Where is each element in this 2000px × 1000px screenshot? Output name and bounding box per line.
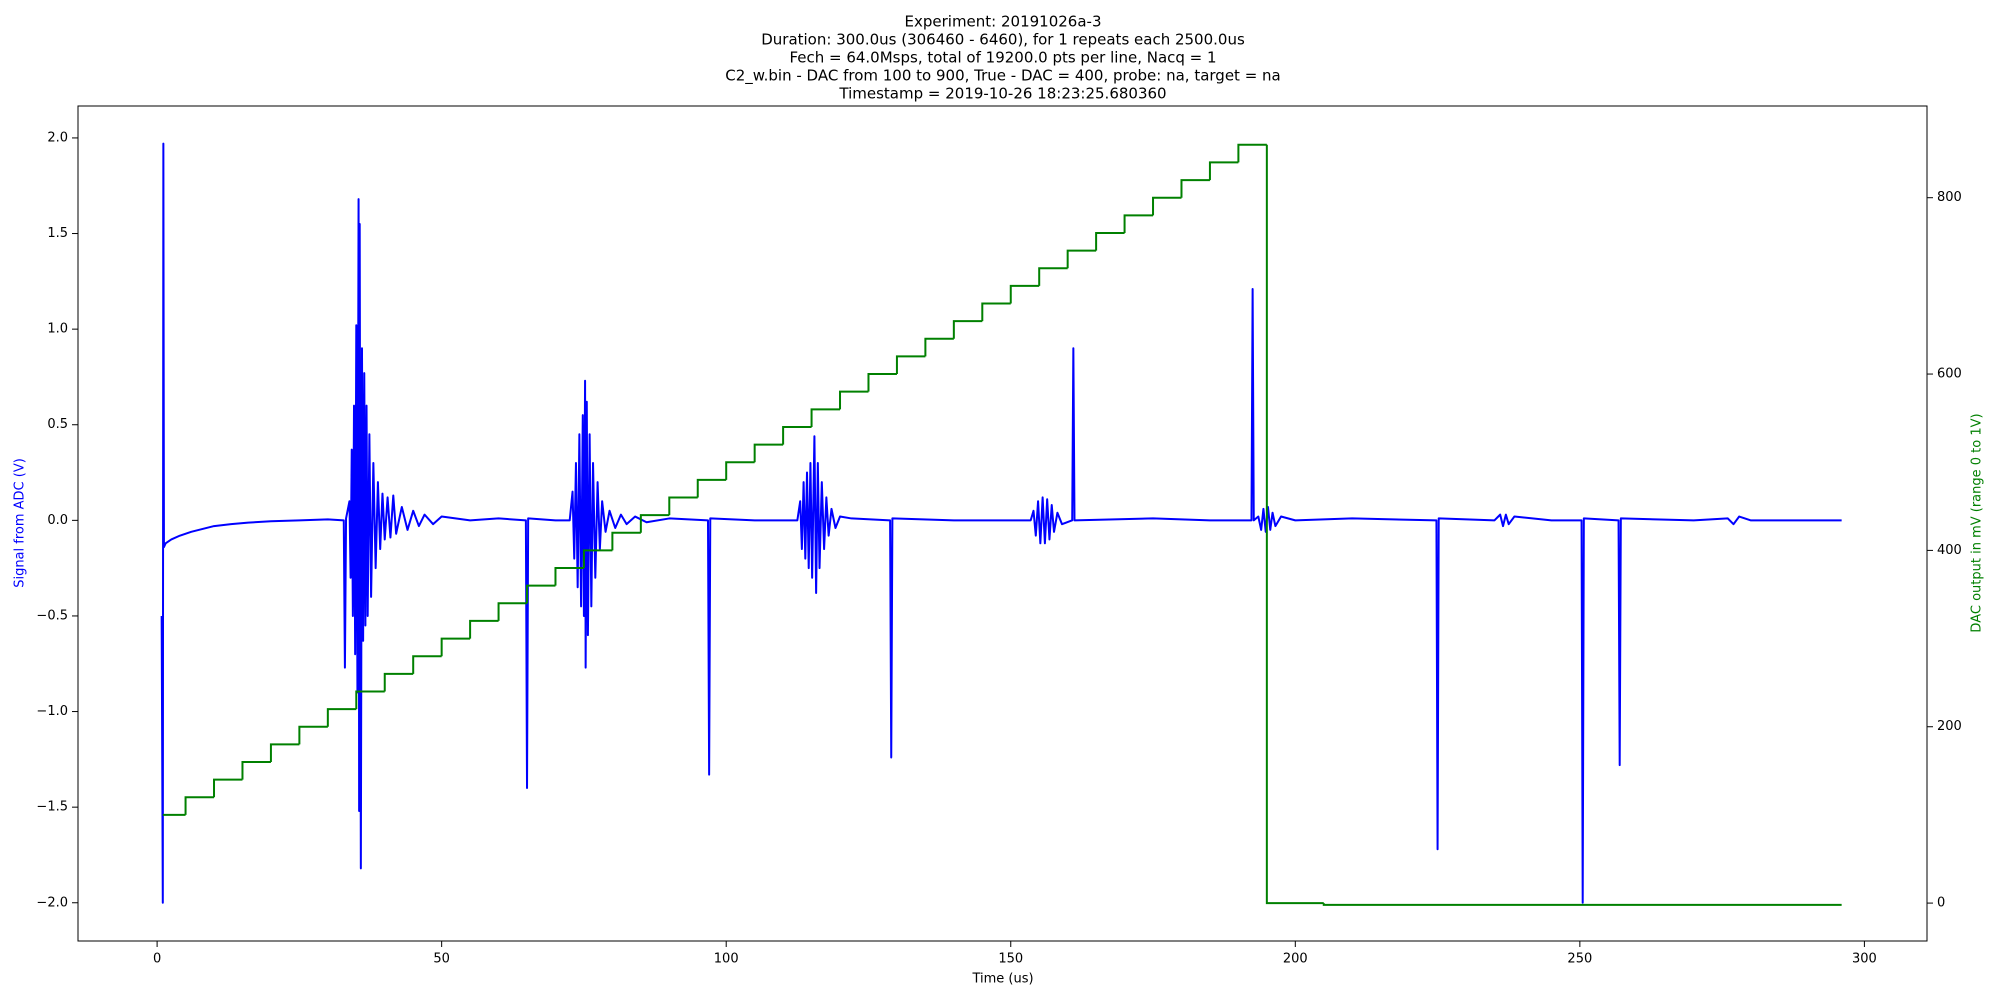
dac-step [867, 373, 897, 392]
y-tick-label: −2.0 [36, 895, 68, 910]
dac-step [753, 443, 784, 463]
y-tick-label: −1.0 [36, 704, 68, 719]
dac-step [611, 531, 641, 551]
y2-axis-label: DAC output in mV (range 0 to 1V) [1970, 413, 1985, 632]
x-tick-label: 300 [1852, 952, 1877, 967]
y-tick-label: 0.0 [47, 513, 68, 528]
y-tick-label: −0.5 [36, 608, 68, 623]
y2-tick-label: 800 [1937, 190, 1962, 205]
x-axis-label: Time (us) [971, 972, 1033, 987]
dac-step [412, 655, 442, 674]
x-tick-label: 250 [1567, 952, 1592, 967]
dac-step [668, 496, 698, 516]
dac-step [725, 461, 755, 480]
y-tick-label: 1.5 [47, 226, 68, 241]
title-line: Timestamp = 2019-10-26 18:23:25.680360 [838, 85, 1166, 103]
y2-tick-label: 200 [1937, 719, 1962, 734]
y-axis-label: Signal from ADC (V) [13, 458, 28, 588]
x-tick-label: 50 [433, 952, 450, 967]
title-line: Experiment: 20191026a-3 [905, 13, 1102, 31]
title-line: Fech = 64.0Msps, total of 19200.0 pts pe… [789, 49, 1216, 67]
title-line: Duration: 300.0us (306460 - 6460), for 1… [761, 31, 1245, 49]
plot-area [160, 142, 1842, 906]
dac-step [269, 743, 300, 763]
dac-step [582, 549, 613, 569]
dac-step [440, 637, 471, 657]
x-tick-label: 100 [714, 952, 739, 967]
dac-step [1322, 903, 1842, 906]
dac-step [1038, 267, 1068, 286]
dac-step [526, 584, 556, 604]
dac-step [1152, 196, 1182, 216]
dac-step [326, 708, 357, 727]
dac-step [981, 302, 1011, 322]
dac-step [895, 355, 926, 375]
dac-step [1265, 144, 1324, 905]
title-line: C2_w.bin - DAC from 100 to 900, True - D… [725, 67, 1281, 86]
dac-step [782, 425, 812, 445]
dac-step [639, 514, 670, 533]
dac-step [383, 672, 414, 692]
dac-step [554, 567, 584, 586]
dac-step [1123, 214, 1154, 233]
dac-step [1066, 249, 1097, 269]
dac-step [241, 761, 271, 780]
dac-step [184, 796, 215, 815]
dac-step [1237, 143, 1267, 163]
y2-tick-label: 400 [1937, 543, 1962, 558]
dac-step [810, 408, 841, 427]
dac-step [1180, 179, 1210, 198]
dac-step [213, 778, 243, 798]
axes-frame [77, 105, 1928, 942]
x-tick-label: 200 [1283, 952, 1308, 967]
dac-step [469, 619, 499, 639]
y-tick-label: 1.0 [47, 322, 68, 337]
y2-tick-label: 600 [1937, 367, 1962, 382]
dac-step [696, 478, 727, 498]
y-tick-label: 2.0 [47, 130, 68, 145]
dac-step [298, 725, 328, 745]
x-tick-label: 150 [998, 952, 1023, 967]
dac-step [1095, 231, 1125, 251]
dac-step [1009, 284, 1040, 304]
y-tick-label: 0.5 [47, 417, 68, 432]
dac-step [952, 320, 983, 339]
x-tick-label: 0 [153, 952, 161, 967]
dac-step [355, 690, 385, 710]
dac-step [497, 602, 528, 621]
y2-tick-label: 0 [1937, 896, 1945, 911]
y-tick-label: −1.5 [36, 800, 68, 815]
dac-step [924, 337, 954, 357]
dac-step [839, 390, 869, 410]
dac-step [1208, 161, 1239, 181]
